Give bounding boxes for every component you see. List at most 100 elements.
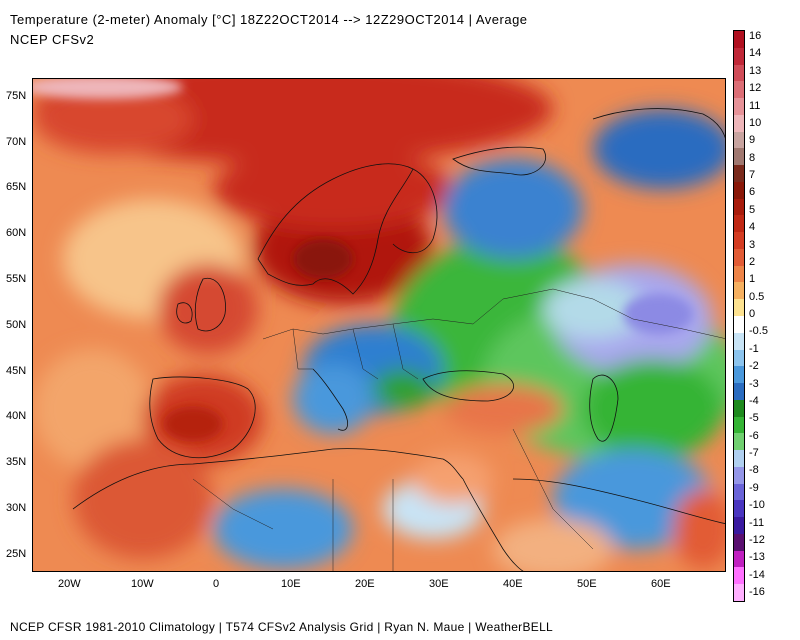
colorbar-swatch xyxy=(734,450,744,468)
region-northwest-africa-warm xyxy=(73,439,213,559)
colorbar-swatch xyxy=(734,483,744,501)
border-3 xyxy=(352,328,379,380)
colorbar-label: -5 xyxy=(749,412,759,425)
colorbar-label: 1 xyxy=(749,273,756,286)
coast-britain xyxy=(194,277,226,332)
colorbar-label: -10 xyxy=(749,499,765,512)
colorbar-swatch xyxy=(734,98,744,116)
anomaly-field xyxy=(33,79,725,571)
region-sweden-max xyxy=(293,239,353,279)
colorbar-label: -8 xyxy=(749,464,759,477)
colorbar-label: 8 xyxy=(749,151,756,164)
chart-title: Temperature (2-meter) Anomaly [°C] 18Z22… xyxy=(10,12,528,27)
colorbar-label: -16 xyxy=(749,586,765,598)
coast-caspian xyxy=(589,374,619,442)
colorbar-swatch xyxy=(734,533,744,552)
colorbar-label: -11 xyxy=(749,516,765,529)
lat-label: 75N xyxy=(6,90,27,102)
colorbar-swatch xyxy=(734,248,744,267)
coast-persian-gulf xyxy=(512,478,725,524)
colorbar-swatch xyxy=(734,31,744,49)
colorbar-label: -12 xyxy=(749,533,765,546)
colorbar-swatch xyxy=(734,265,744,283)
colorbar-label: 5 xyxy=(749,203,756,216)
colorbar-label: 16 xyxy=(749,30,762,42)
colorbar-label: -2 xyxy=(749,360,759,373)
colorbar-label: -3 xyxy=(749,377,759,390)
lat-label: 25N xyxy=(6,548,27,560)
colorbar-swatch xyxy=(734,383,744,401)
colorbar-label: -6 xyxy=(749,429,759,442)
colorbar-label: 10 xyxy=(749,116,762,129)
colorbar-swatch xyxy=(734,64,744,82)
colorbar-swatch xyxy=(734,232,744,250)
colorbar-label: -9 xyxy=(749,481,759,494)
colorbar-label: 11 xyxy=(749,99,761,112)
colorbar-swatch xyxy=(734,316,744,334)
chart-subtitle: NCEP CFSv2 xyxy=(10,32,95,47)
region-iran-warm xyxy=(673,489,725,569)
region-kola-blue xyxy=(593,109,725,189)
lat-label: 35N xyxy=(6,456,27,468)
coast-scandinavia xyxy=(257,163,414,295)
colorbar-label: 14 xyxy=(749,47,762,60)
lat-label: 65N xyxy=(6,181,27,193)
colorbar-swatch xyxy=(734,299,744,317)
lat-label: 45N xyxy=(6,365,27,377)
colorbar-swatch xyxy=(734,198,744,216)
border-4 xyxy=(392,323,419,380)
lat-label: 30N xyxy=(6,502,27,514)
lon-label: 10W xyxy=(131,578,154,590)
lat-label: 60N xyxy=(6,227,27,239)
anomaly-detail xyxy=(33,79,693,442)
region-spain-max xyxy=(163,406,223,442)
colorbar-label: 0.5 xyxy=(749,290,765,303)
colorbar-label: 2 xyxy=(749,255,756,268)
colorbar-swatch xyxy=(734,81,744,99)
colorbar-label: 0 xyxy=(749,308,756,320)
region-sahara-blue xyxy=(213,489,353,569)
region-northwest-russia-blue xyxy=(443,159,583,259)
region-norway-sea-warm xyxy=(213,149,453,229)
colorbar-swatch xyxy=(734,349,744,367)
region-balkans-green xyxy=(373,369,433,409)
region-arabia-warm xyxy=(493,519,613,571)
lon-label: 20E xyxy=(355,578,375,590)
colorbar-label: 7 xyxy=(749,169,756,181)
colorbar-label: 13 xyxy=(749,64,762,77)
coast-iberia xyxy=(149,376,256,459)
coast-ireland xyxy=(176,302,193,324)
region-russia-light xyxy=(543,279,643,339)
region-arctic-west xyxy=(33,84,193,154)
region-uk-warm xyxy=(158,264,258,354)
coastlines xyxy=(72,108,725,571)
colorbar-swatch xyxy=(734,47,744,65)
colorbar-swatch xyxy=(734,131,744,149)
lon-label: 60E xyxy=(651,578,671,590)
border-5 xyxy=(472,288,725,339)
colorbar-label: 3 xyxy=(749,238,756,251)
colorbar-label: 9 xyxy=(749,134,756,147)
lon-label: 20W xyxy=(58,578,81,590)
colorbar-swatch xyxy=(734,416,744,434)
colorbar-swatch xyxy=(734,399,744,418)
lat-label: 70N xyxy=(6,136,27,148)
region-greenland-pink xyxy=(33,79,183,99)
region-atlantic-mid xyxy=(33,349,153,469)
lon-label: 10E xyxy=(281,578,301,590)
colorbar-swatch xyxy=(734,165,744,183)
region-turkey-warm xyxy=(443,384,563,434)
colorbar-label: -14 xyxy=(749,568,765,581)
colorbar-label: 12 xyxy=(749,82,762,95)
colorbar-label: -0.5 xyxy=(749,325,768,338)
anomaly-map xyxy=(32,78,726,572)
region-libya-warm xyxy=(413,454,493,504)
colorbar-label: 4 xyxy=(749,221,756,234)
coast-finland xyxy=(392,168,438,254)
colorbar-swatch xyxy=(734,433,744,451)
lat-label: 55N xyxy=(6,273,27,285)
colorbar-swatch xyxy=(734,282,744,300)
colorbar-label: -7 xyxy=(749,447,759,459)
colorbar-swatch xyxy=(734,517,744,535)
lon-label: 40E xyxy=(503,578,523,590)
